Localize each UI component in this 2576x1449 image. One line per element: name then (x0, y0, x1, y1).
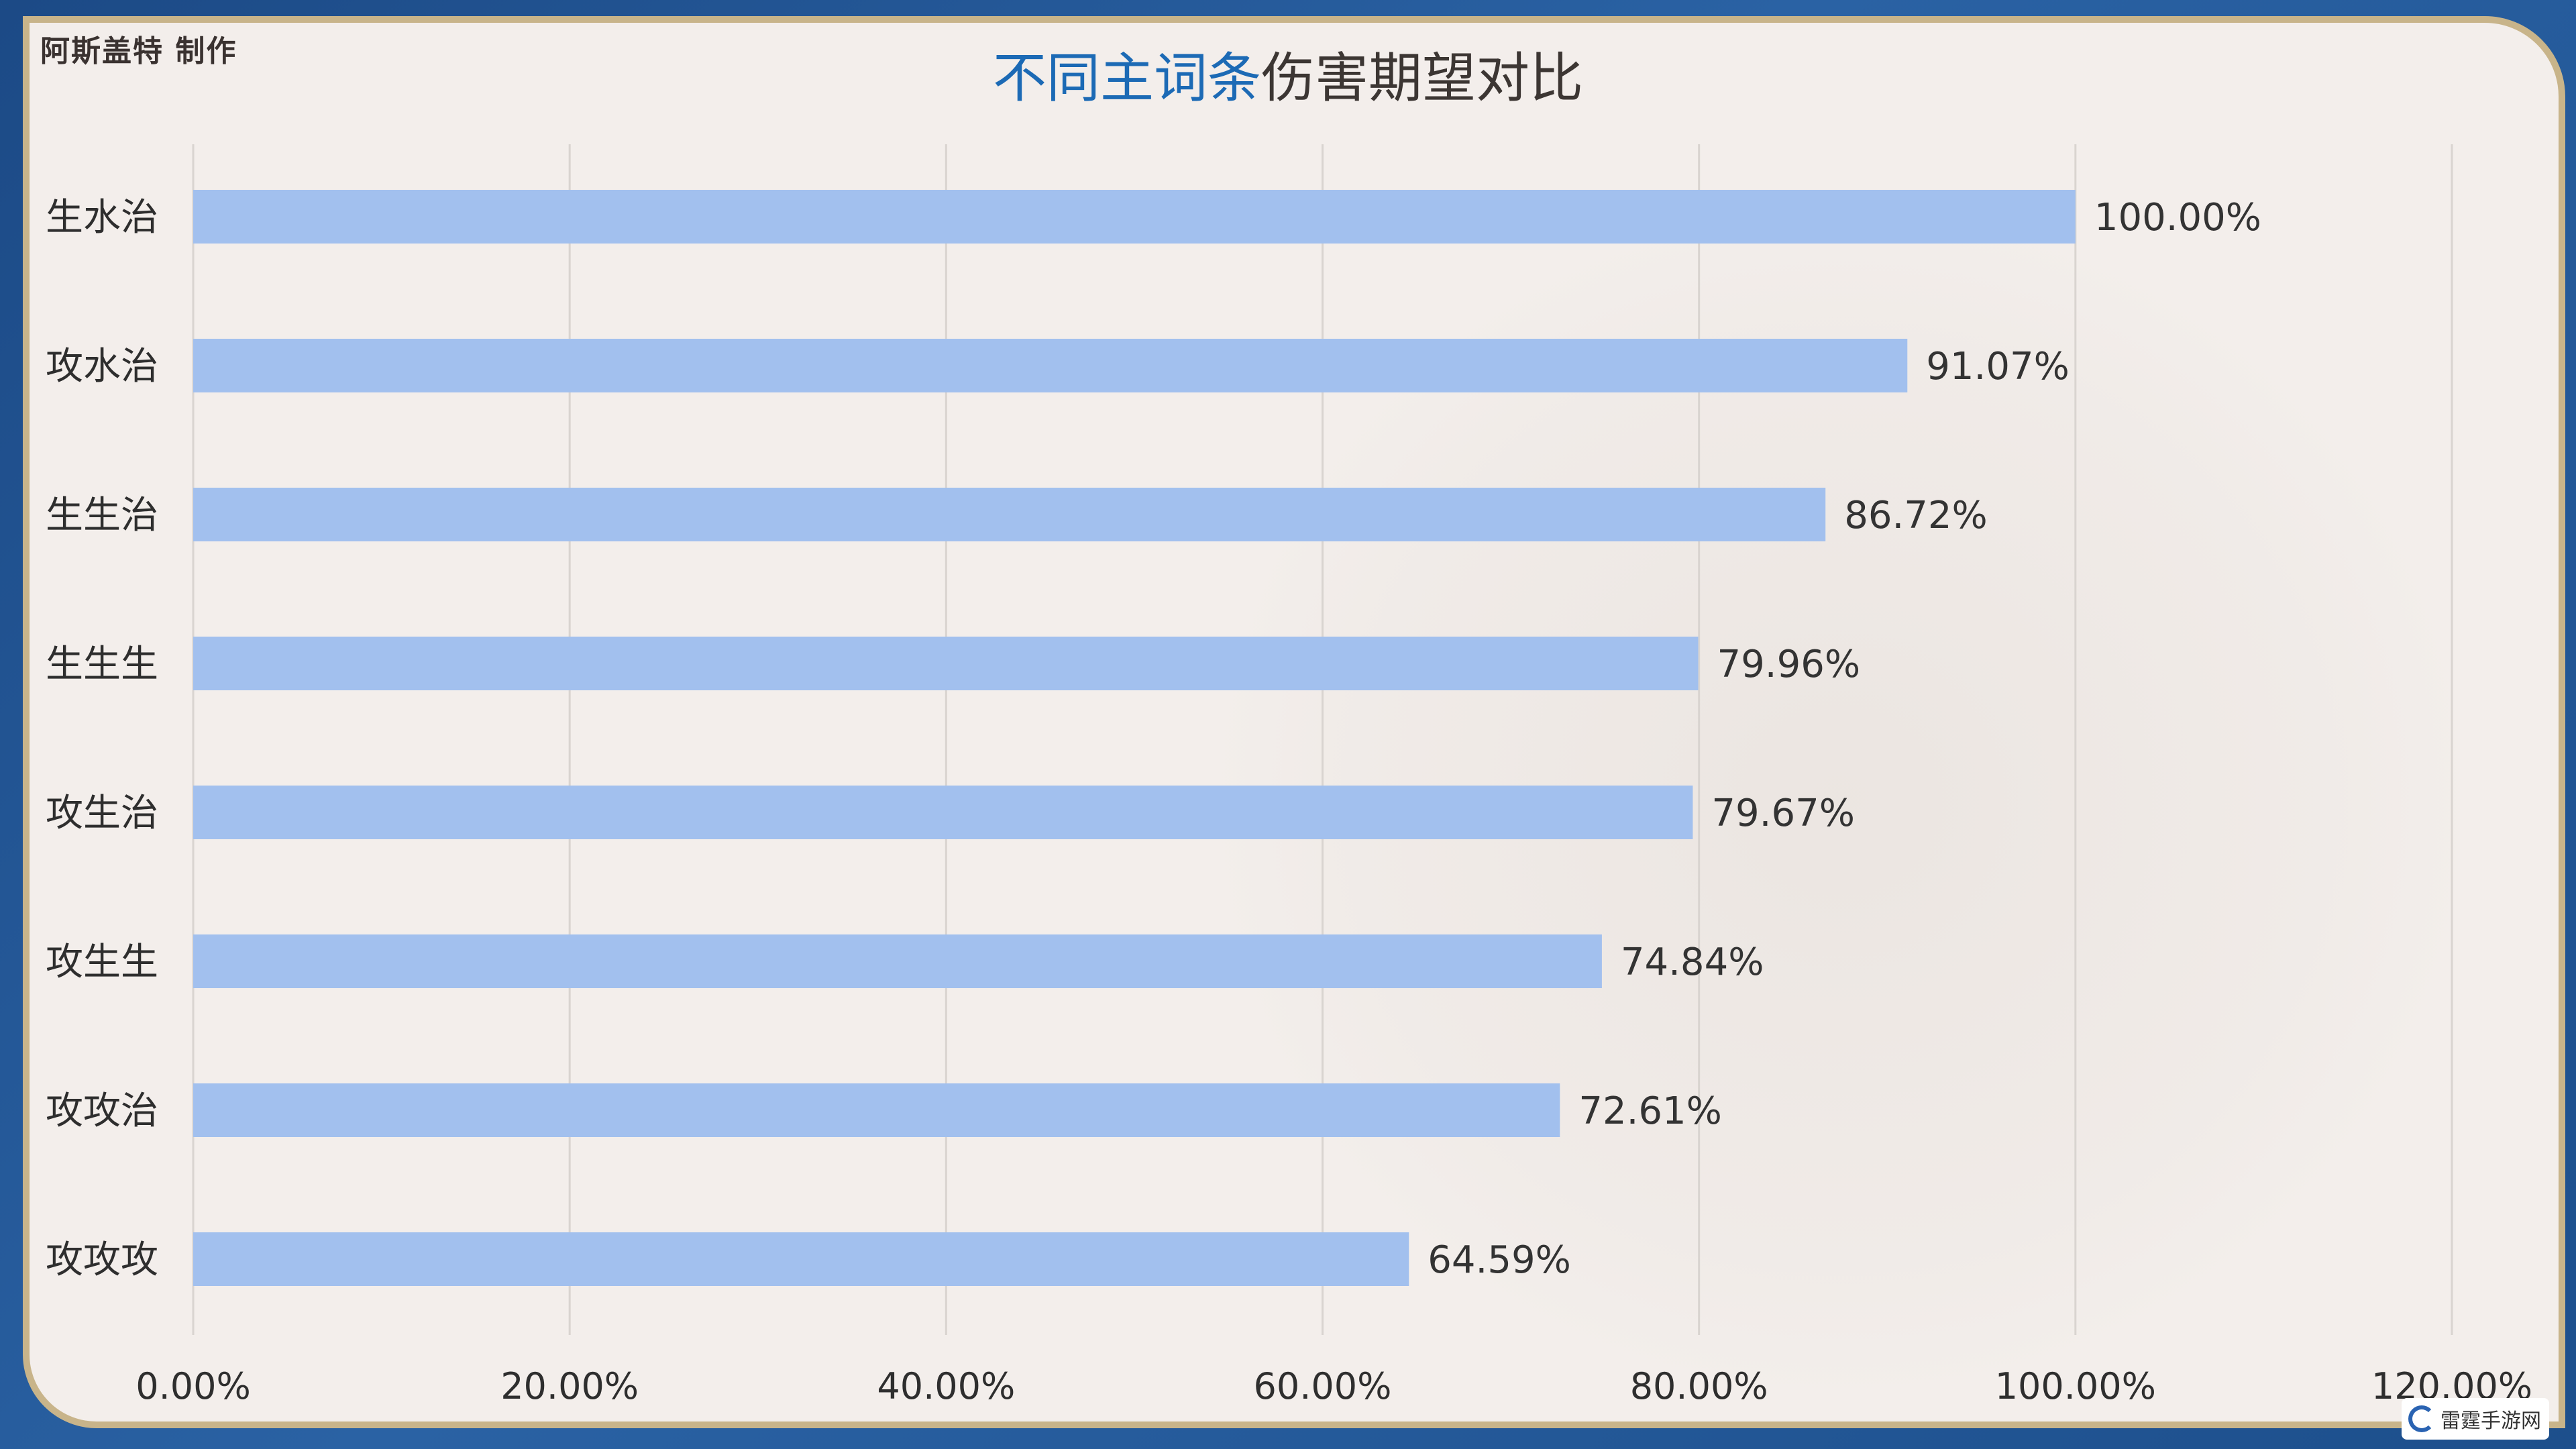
category-label: 攻生治 (46, 792, 158, 835)
chart-panel (23, 16, 2565, 1428)
bar (193, 786, 1693, 839)
value-label: 86.72% (1844, 494, 1988, 537)
value-label: 72.61% (1578, 1089, 1722, 1133)
x-tick-label: 80.00% (1630, 1365, 1768, 1407)
bar (193, 190, 2076, 244)
site-logo: 雷霆手游网 (2402, 1398, 2549, 1440)
bar (193, 339, 1908, 392)
category-label: 生水治 (46, 196, 158, 239)
value-label: 74.84% (1621, 941, 1764, 984)
value-labels: 100.00% 91.07% 86.72% 79.96% 79.67% 74.84% 72.… (1428, 196, 2261, 1282)
category-label: 生生生 (46, 643, 158, 686)
x-tick-label: 60.00% (1254, 1365, 1392, 1407)
gridlines (192, 144, 2453, 1335)
value-label: 79.96% (1717, 643, 1861, 686)
bars (193, 190, 2076, 1286)
category-label: 攻生生 (46, 941, 158, 984)
category-label: 攻攻治 (46, 1089, 158, 1133)
author-credit: 阿斯盖特 制作 (40, 34, 237, 68)
chart-title: 不同主词条伤害期望对比 (0, 35, 2576, 113)
x-tick-label: 0.00% (136, 1365, 251, 1407)
category-label: 生生治 (46, 494, 158, 537)
logo-text: 雷霆手游网 (2440, 1409, 2541, 1433)
chart-title-rest: 伤害期望对比 (1261, 47, 1583, 109)
x-tick-label: 100.00% (1995, 1365, 2156, 1407)
x-tick-labels: 0.00% 20.00% 40.00% 60.00% 80.00% 100.00% 120.… (136, 1365, 2532, 1407)
value-label: 64.59% (1428, 1238, 1571, 1282)
chart-title-accent: 不同主词条 (993, 47, 1261, 109)
bar (193, 488, 1826, 541)
value-label: 91.07% (1926, 345, 2070, 388)
logo-icon (2408, 1405, 2435, 1432)
bar (193, 1232, 1409, 1286)
value-label: 100.00% (2094, 196, 2261, 239)
bar (193, 1083, 1560, 1137)
bar (193, 934, 1602, 988)
value-label: 79.67% (1711, 792, 1855, 835)
bar (193, 637, 1699, 690)
x-tick-label: 40.00% (877, 1365, 1015, 1407)
category-label: 攻水治 (46, 345, 158, 388)
category-label: 攻攻攻 (46, 1238, 158, 1282)
x-tick-label: 20.00% (500, 1365, 639, 1407)
